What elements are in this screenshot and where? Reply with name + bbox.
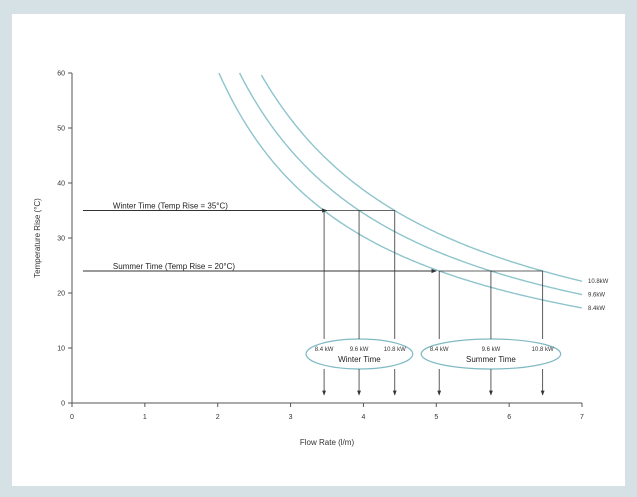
series-line-8-4kw: [218, 72, 582, 309]
series-line-10-8kw: [260, 74, 583, 282]
summer-ellipse-caption: Summer Time: [466, 355, 516, 364]
winter-ellipse-value-label: 10.8 kW: [384, 347, 406, 353]
summer-ellipse-value-label: 10.8 kW: [532, 347, 554, 353]
x-axis-title: Flow Rate (l/m): [300, 438, 355, 447]
y-tick-label: 60: [57, 71, 65, 78]
summer-annotation-label: Summer Time (Temp Rise = 20°C): [113, 262, 235, 271]
winter-ellipse: [305, 338, 414, 370]
x-tick-label: 5: [434, 414, 438, 421]
summer-ellipse: [420, 338, 562, 370]
y-tick-label: 40: [57, 181, 65, 188]
x-tick-label: 4: [361, 414, 365, 421]
y-tick-label: 30: [57, 236, 65, 243]
series-label: 10.8kW: [588, 279, 609, 285]
winter-ellipse-caption: Winter Time: [338, 355, 381, 364]
y-tick-label: 10: [57, 346, 65, 353]
chart-frame: 0 10 20 30 40 50 60 0 1 2 3 4 5 6 7 Flow Rate (l/m) Temp…: [12, 14, 625, 486]
series-line-9-6kw: [238, 72, 583, 296]
y-tick-label: 20: [57, 291, 65, 298]
summer-ellipse-value-label: 9.6 kW: [482, 347, 501, 353]
x-tick-label: 0: [70, 414, 74, 421]
y-tick-label: 0: [61, 401, 65, 408]
winter-annotation-label: Winter Time (Temp Rise = 35°C): [113, 202, 228, 211]
summer-ellipse-value-label: 8.4 kW: [430, 347, 449, 353]
x-tick-label: 6: [507, 414, 511, 421]
winter-ellipse-value-label: 9.6 kW: [350, 347, 369, 353]
series-label: 9.6kW: [588, 293, 605, 299]
x-tick-label: 7: [580, 414, 584, 421]
x-tick-label: 1: [143, 414, 147, 421]
temperature-rise-chart: 0 10 20 30 40 50 60 0 1 2 3 4 5 6 7 Flow Rate (l/m) Temp…: [33, 71, 609, 448]
x-tick-label: 2: [216, 414, 220, 421]
y-axis-title: Temperature Rise (°C): [33, 198, 42, 278]
series-label: 8.4kW: [588, 306, 605, 312]
winter-ellipse-value-label: 8.4 kW: [315, 347, 334, 353]
x-tick-label: 3: [289, 414, 293, 421]
y-tick-label: 50: [57, 126, 65, 133]
